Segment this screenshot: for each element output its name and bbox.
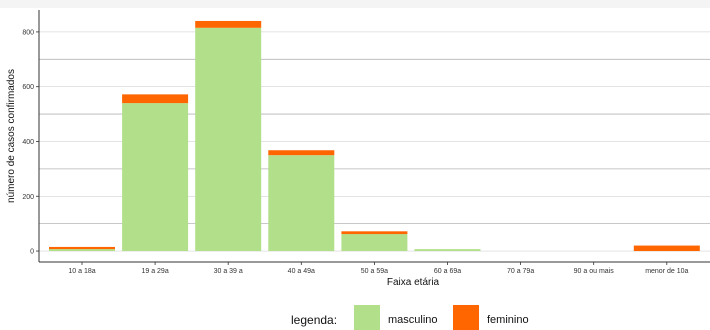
- bar-masculino: [195, 27, 262, 252]
- x-tick-label: 19 a 29a: [141, 268, 168, 275]
- y-axis-title: número de casos confirmados: [6, 69, 17, 203]
- legend-title: legenda:: [291, 313, 337, 327]
- bar-masculino: [341, 234, 408, 252]
- bars: [49, 20, 700, 252]
- top-strip: [0, 0, 710, 8]
- bar-masculino: [414, 249, 481, 252]
- x-tick-labels: 10 a 18a 19 a 29a 30 a 39 a 40 a 49a 50 a 59…: [68, 262, 689, 275]
- legend-label-feminino: feminino: [487, 314, 529, 326]
- bar-masculino: [122, 103, 189, 252]
- bar-masculino: [268, 155, 335, 252]
- x-tick-label: 60 a 69a: [434, 268, 461, 275]
- x-tick-label: 30 a 39 a: [214, 268, 243, 275]
- x-tick-label: 10 a 18a: [68, 268, 95, 275]
- x-tick-label: 90 a ou mais: [574, 268, 615, 275]
- bar-masculino: [49, 249, 115, 252]
- x-tick-label: 70 a 79a: [507, 268, 534, 275]
- x-tick-label: 50 a 59a: [361, 268, 388, 275]
- y-tick-label: 0: [30, 249, 34, 256]
- y-tick-label: 800: [22, 29, 34, 36]
- legend: legenda: masculino feminino: [291, 305, 529, 330]
- x-tick-label: menor de 10a: [645, 268, 688, 275]
- x-tick-label: 40 a 49a: [288, 268, 315, 275]
- y-tick-label: 400: [22, 139, 34, 146]
- x-axis-title: Faixa etária: [387, 277, 440, 288]
- legend-swatch-feminino: [453, 305, 479, 330]
- bar-feminino: [268, 150, 335, 156]
- y-tick-label: 200: [22, 194, 34, 201]
- legend-label-masculino: masculino: [388, 314, 438, 326]
- legend-swatch-masculino: [354, 305, 380, 330]
- bar-feminino: [341, 231, 408, 235]
- bar-feminino: [633, 245, 700, 252]
- bar-feminino: [49, 246, 115, 250]
- y-tick-label: 600: [22, 84, 34, 91]
- y-tick-labels: 0 200 400 600 800: [22, 29, 39, 256]
- bar-feminino: [195, 20, 262, 28]
- bar-feminino: [122, 94, 189, 104]
